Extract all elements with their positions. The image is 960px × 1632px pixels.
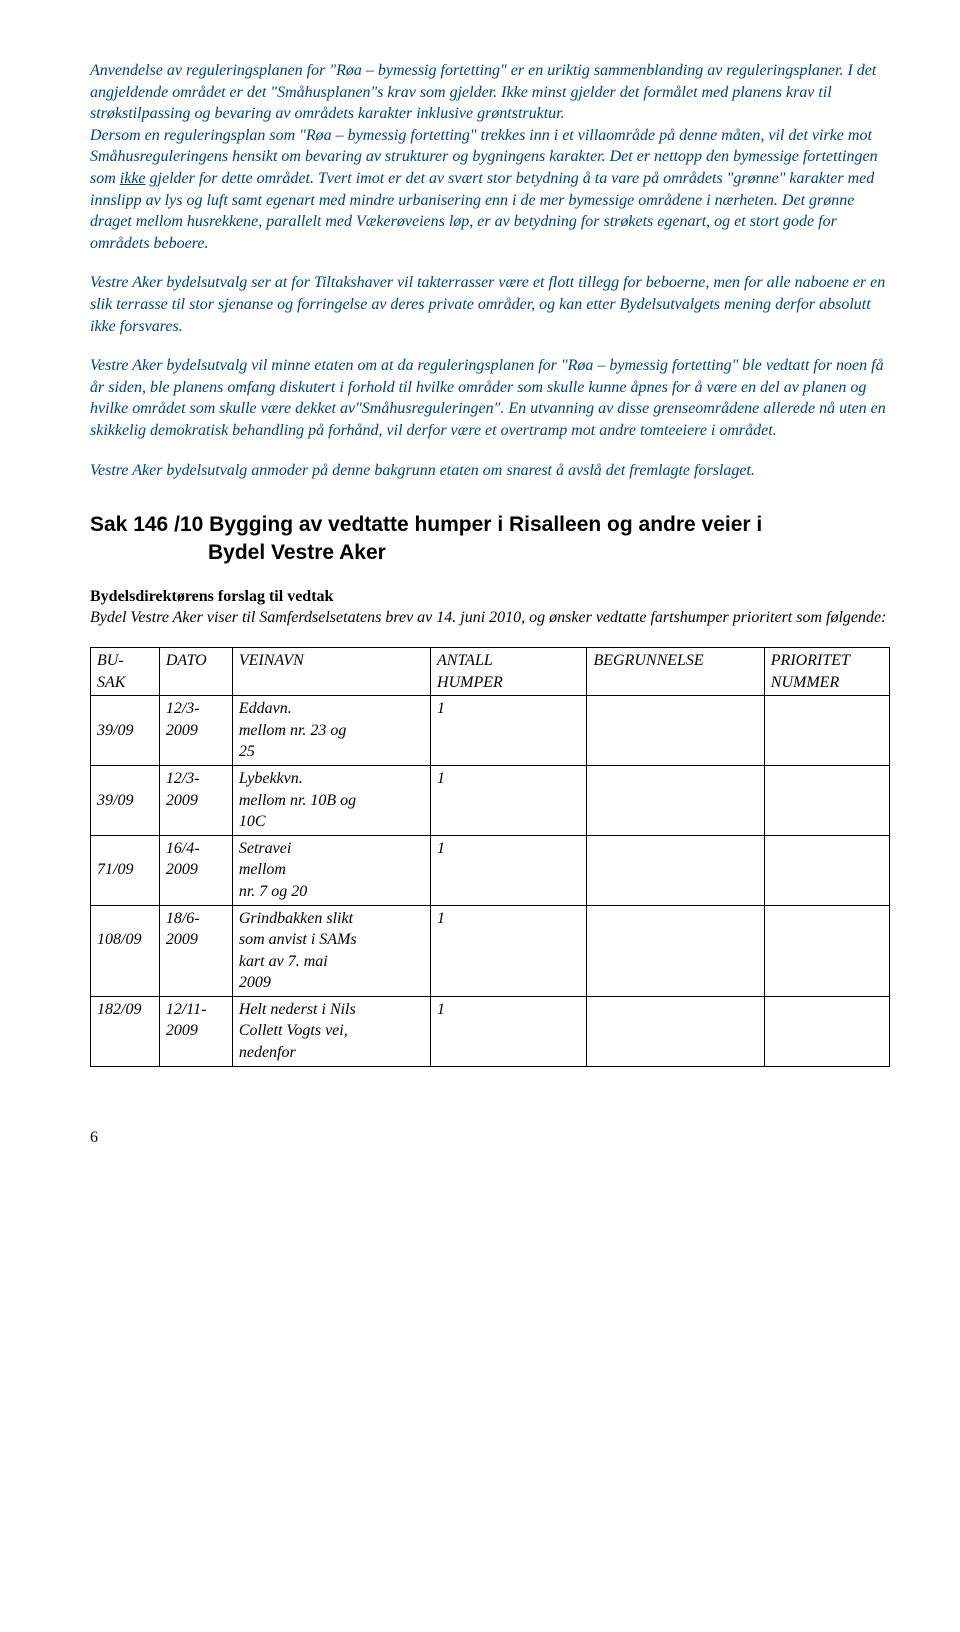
cell-text: Grindbakken slikt — [239, 910, 353, 927]
p1-part-c2: gjelder for dette området. Tvert imot er… — [90, 170, 874, 252]
cell-text: 12/3- — [166, 770, 200, 787]
cell-text: som anvist i SAMs — [239, 931, 357, 948]
cell-sak: 39/09 — [91, 696, 160, 766]
th-sak: BU- SAK — [91, 647, 160, 695]
cell-sak: 39/09 — [91, 765, 160, 835]
cell-text: 2009 — [166, 1022, 198, 1039]
cell-vei: Eddavn. mellom nr. 23 og 25 — [232, 696, 430, 766]
table-row: 71/09 16/4- 2009 Setravei mellom nr. 7 o… — [91, 835, 890, 905]
p1-underline: ikke — [120, 170, 146, 187]
page-number: 6 — [90, 1127, 890, 1149]
cell-dato: 12/3- 2009 — [159, 765, 232, 835]
cell-prioritet — [764, 835, 889, 905]
th-sak-l1: BU- — [97, 652, 124, 669]
table-row: 39/09 12/3- 2009 Eddavn. mellom nr. 23 o… — [91, 696, 890, 766]
section-heading-line1: Sak 146 /10 Bygging av vedtatte humper i… — [90, 513, 762, 536]
cell-text: nr. 7 og 20 — [239, 883, 307, 900]
table-row: 39/09 12/3- 2009 Lybekkvn. mellom nr. 10… — [91, 765, 890, 835]
cell-antall: 1 — [431, 765, 587, 835]
cell-vei: Helt nederst i Nils Collett Vogts vei, n… — [232, 996, 430, 1066]
paragraph-2: Vestre Aker bydelsutvalg ser at for Tilt… — [90, 272, 890, 337]
cell-text: 39/09 — [97, 722, 133, 739]
section-heading: Sak 146 /10 Bygging av vedtatte humper i… — [90, 511, 890, 568]
cell-prioritet — [764, 905, 889, 996]
cell-dato: 12/11- 2009 — [159, 996, 232, 1066]
cell-text: 2009 — [166, 792, 198, 809]
cell-text: Collett Vogts vei, — [239, 1022, 348, 1039]
cell-text: Eddavn. — [239, 700, 292, 717]
cell-text: 16/4- — [166, 840, 200, 857]
cell-text: 25 — [239, 743, 255, 760]
cell-sak: 108/09 — [91, 905, 160, 996]
paragraph-1: Anvendelse av reguleringsplanen for "Røa… — [90, 60, 890, 254]
th-ant-l2: HUMPER — [437, 674, 503, 691]
cell-begrunnelse — [587, 905, 764, 996]
cell-text: 71/09 — [97, 861, 133, 878]
th-vei: VEINAVN — [232, 647, 430, 695]
cell-vei: Setravei mellom nr. 7 og 20 — [232, 835, 430, 905]
cell-text: 12/11- — [166, 1001, 207, 1018]
subheading: Bydelsdirektørens forslag til vedtak — [90, 586, 890, 608]
cell-begrunnelse — [587, 696, 764, 766]
cell-antall: 1 — [431, 996, 587, 1066]
cell-dato: 18/6- 2009 — [159, 905, 232, 996]
cell-text: 2009 — [166, 722, 198, 739]
humper-table: BU- SAK DATO VEINAVN ANTALL HUMPER BEGRU… — [90, 647, 890, 1067]
cell-text: kart av 7. mai — [239, 953, 328, 970]
cell-sak: 182/09 — [91, 996, 160, 1066]
cell-text: mellom nr. 10B og — [239, 792, 356, 809]
cell-begrunnelse — [587, 765, 764, 835]
th-begrunnelse: BEGRUNNELSE — [587, 647, 764, 695]
cell-text: Lybekkvn. — [239, 770, 303, 787]
cell-text: 2009 — [166, 861, 198, 878]
cell-text: 108/09 — [97, 931, 141, 948]
cell-prioritet — [764, 696, 889, 766]
th-dato: DATO — [159, 647, 232, 695]
cell-text: mellom — [239, 861, 286, 878]
table-row: 108/09 18/6- 2009 Grindbakken slikt som … — [91, 905, 890, 996]
th-ant-l1: ANTALL — [437, 652, 493, 669]
cell-text: nedenfor — [239, 1044, 296, 1061]
cell-text: 2009 — [239, 974, 271, 991]
cell-text: 18/6- — [166, 910, 200, 927]
th-prioritet: PRIORITET NUMMER — [764, 647, 889, 695]
cell-dato: 16/4- 2009 — [159, 835, 232, 905]
cell-text: 10C — [239, 813, 266, 830]
paragraph-3: Vestre Aker bydelsutvalg vil minne etate… — [90, 355, 890, 441]
cell-text: Helt nederst i Nils — [239, 1001, 356, 1018]
cell-text: Setravei — [239, 840, 291, 857]
cell-text: 12/3- — [166, 700, 200, 717]
th-pri-l2: NUMMER — [771, 674, 839, 691]
cell-antall: 1 — [431, 696, 587, 766]
cell-vei: Grindbakken slikt som anvist i SAMs kart… — [232, 905, 430, 996]
table-row: 182/09 12/11- 2009 Helt nederst i Nils C… — [91, 996, 890, 1066]
intro-text: Bydel Vestre Aker viser til Samferdselse… — [90, 607, 890, 629]
cell-antall: 1 — [431, 905, 587, 996]
cell-sak: 71/09 — [91, 835, 160, 905]
th-pri-l1: PRIORITET — [771, 652, 850, 669]
th-antall: ANTALL HUMPER — [431, 647, 587, 695]
th-sak-l2: SAK — [97, 674, 125, 691]
paragraph-4: Vestre Aker bydelsutvalg anmoder på denn… — [90, 460, 890, 482]
cell-dato: 12/3- 2009 — [159, 696, 232, 766]
cell-text: mellom nr. 23 og — [239, 722, 347, 739]
cell-antall: 1 — [431, 835, 587, 905]
cell-prioritet — [764, 996, 889, 1066]
cell-begrunnelse — [587, 835, 764, 905]
section-heading-line2: Bydel Vestre Aker — [90, 539, 890, 567]
cell-prioritet — [764, 765, 889, 835]
table-header-row: BU- SAK DATO VEINAVN ANTALL HUMPER BEGRU… — [91, 647, 890, 695]
cell-vei: Lybekkvn. mellom nr. 10B og 10C — [232, 765, 430, 835]
cell-text: 2009 — [166, 931, 198, 948]
cell-text: 39/09 — [97, 792, 133, 809]
cell-begrunnelse — [587, 996, 764, 1066]
